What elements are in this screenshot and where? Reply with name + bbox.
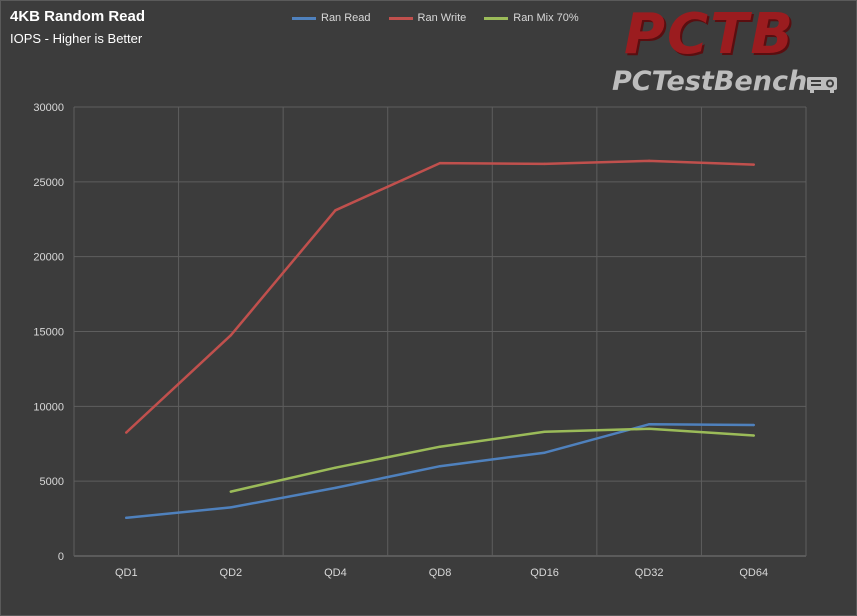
projector-icon [807,77,837,93]
pctb-logo: PCTB PCTestBench [610,2,850,100]
x-tick-label: QD1 [115,567,138,579]
logo-small-text: PCTestBench [612,66,808,97]
logo-big-text: PCTB [624,2,796,67]
legend-item-ran-mix: Ran Mix 70% [484,12,579,24]
data-point-ran-write [125,431,128,434]
data-point-ran-write [543,162,546,166]
data-point-ran-mix-70 [334,466,337,469]
legend-label: Ran Mix 70% [513,12,579,24]
x-tick-label: QD64 [739,567,768,579]
y-tick-label: 0 [58,551,64,563]
legend: Ran Read Ran Write Ran Mix 70% [292,12,579,24]
data-point-ran-read [125,516,128,520]
chart-subtitle: IOPS - Higher is Better [10,31,143,46]
x-tick-label: QD32 [635,567,664,579]
legend-item-ran-read: Ran Read [292,12,371,24]
data-point-ran-write [334,209,337,212]
chart-title: 4KB Random Read [10,8,146,25]
y-tick-label: 5000 [40,476,64,488]
data-point-ran-read [334,486,337,490]
series-line-ran-read [125,423,755,520]
data-point-ran-mix-70 [229,490,233,493]
data-point-ran-mix-70 [752,434,755,437]
data-point-ran-write [752,163,755,166]
legend-label: Ran Write [417,12,467,24]
y-tick-label: 15000 [33,327,64,339]
x-tick-label: QD8 [429,567,452,579]
legend-swatch-ran-mix [484,16,509,20]
data-point-ran-write [438,161,442,165]
series-line-ran-mix-70 [229,427,755,493]
legend-swatch-ran-write [388,16,413,20]
y-tick-label: 20000 [33,252,64,264]
data-point-ran-mix-70 [438,445,442,448]
data-point-ran-write [229,334,233,337]
y-tick-label: 30000 [33,102,64,114]
data-point-ran-read [229,506,233,509]
data-point-ran-mix-70 [647,427,651,430]
data-point-ran-read [752,423,755,427]
data-point-ran-write [647,159,651,163]
y-tick-label: 25000 [33,177,64,189]
data-point-ran-read [438,465,442,468]
series-line-ran-write [125,159,755,434]
x-tick-label: QD16 [530,567,559,579]
x-tick-label: QD2 [220,567,243,579]
x-tick-label: QD4 [324,567,347,579]
data-point-ran-mix-70 [543,430,546,433]
legend-swatch-ran-read [292,16,316,20]
data-point-ran-read [647,423,651,426]
data-point-ran-read [543,451,546,454]
y-tick-label: 10000 [33,401,64,413]
legend-label: Ran Read [321,12,371,24]
legend-item-ran-write: Ran Write [388,12,467,24]
